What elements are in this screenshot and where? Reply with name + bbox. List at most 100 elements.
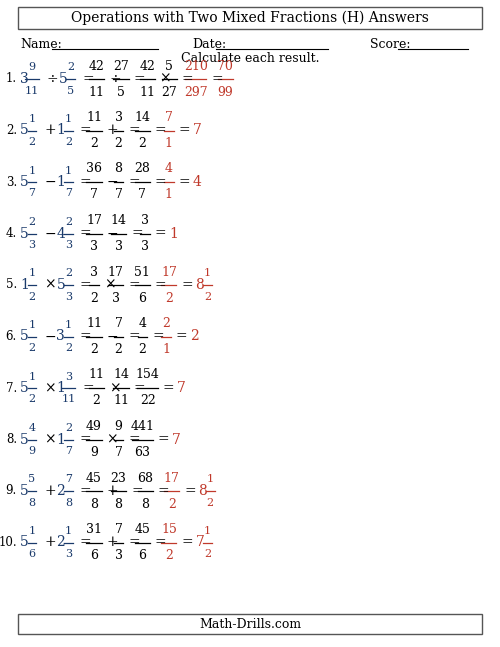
Text: 3: 3 xyxy=(28,240,35,250)
Text: 1: 1 xyxy=(28,320,35,330)
Text: 9: 9 xyxy=(90,446,98,459)
Text: 3: 3 xyxy=(114,240,122,253)
Text: 1: 1 xyxy=(204,526,211,536)
Text: 51: 51 xyxy=(134,265,150,278)
Text: =: = xyxy=(131,226,142,241)
Text: 3: 3 xyxy=(114,549,122,562)
Text: =: = xyxy=(182,278,193,292)
Text: 3: 3 xyxy=(65,549,72,559)
Text: 3: 3 xyxy=(20,72,29,86)
Text: =: = xyxy=(80,329,92,344)
Text: 4: 4 xyxy=(56,226,66,241)
Text: 2: 2 xyxy=(65,137,72,147)
Text: 7: 7 xyxy=(138,188,146,201)
Text: 2: 2 xyxy=(114,343,122,356)
Text: 6: 6 xyxy=(138,549,146,562)
Text: −: − xyxy=(44,226,56,241)
Text: +: + xyxy=(106,124,118,138)
Text: 6.: 6. xyxy=(6,330,17,343)
Text: 7: 7 xyxy=(65,446,72,456)
Text: =: = xyxy=(178,124,190,138)
Text: 2: 2 xyxy=(204,549,211,559)
Text: 3: 3 xyxy=(112,292,120,305)
Text: 4.: 4. xyxy=(6,227,17,240)
Text: 1: 1 xyxy=(162,343,170,356)
Text: 17: 17 xyxy=(164,472,180,485)
Text: 7: 7 xyxy=(114,188,122,201)
Text: 31: 31 xyxy=(86,523,102,536)
Text: 1: 1 xyxy=(20,278,29,292)
Text: 2: 2 xyxy=(28,343,35,353)
Text: 2: 2 xyxy=(165,292,173,305)
Text: 2: 2 xyxy=(90,292,98,305)
Text: −: − xyxy=(44,329,56,344)
Text: +: + xyxy=(106,484,118,498)
Text: 3: 3 xyxy=(141,214,149,227)
Text: 8: 8 xyxy=(65,498,72,507)
Text: +: + xyxy=(44,484,56,498)
Text: 11: 11 xyxy=(113,395,129,408)
Text: 4: 4 xyxy=(192,175,202,189)
Text: 5: 5 xyxy=(117,85,125,98)
Text: =: = xyxy=(152,329,164,344)
Text: =: = xyxy=(82,381,94,395)
Text: 3: 3 xyxy=(141,240,149,253)
Text: 4: 4 xyxy=(165,162,173,175)
Text: −: − xyxy=(44,175,56,189)
Text: 8: 8 xyxy=(114,498,122,510)
Text: 1: 1 xyxy=(56,381,66,395)
Text: ×: × xyxy=(106,432,118,446)
Text: =: = xyxy=(182,536,193,549)
Text: 1: 1 xyxy=(169,226,178,241)
Text: 23: 23 xyxy=(110,472,126,485)
Text: 63: 63 xyxy=(134,446,150,459)
Text: ×: × xyxy=(109,381,120,395)
Text: =: = xyxy=(155,175,166,189)
Text: 1: 1 xyxy=(28,114,35,124)
Text: 1: 1 xyxy=(56,432,66,446)
Text: 1: 1 xyxy=(56,124,66,138)
Text: 14: 14 xyxy=(110,214,126,227)
Text: 3: 3 xyxy=(65,292,72,302)
Text: 7: 7 xyxy=(114,446,122,459)
Text: 2: 2 xyxy=(168,498,175,510)
Text: 6: 6 xyxy=(28,549,35,559)
Text: =: = xyxy=(155,536,166,549)
Text: 3: 3 xyxy=(114,111,122,124)
Text: =: = xyxy=(80,124,92,138)
Text: 5: 5 xyxy=(20,226,29,241)
Text: ÷: ÷ xyxy=(109,72,120,86)
Text: 11: 11 xyxy=(86,111,102,124)
Text: 2: 2 xyxy=(92,395,100,408)
Text: 7: 7 xyxy=(90,188,98,201)
Text: =: = xyxy=(80,278,92,292)
Text: 3.: 3. xyxy=(6,175,17,188)
Text: =: = xyxy=(82,72,94,86)
Text: 5: 5 xyxy=(68,85,74,96)
Text: 3: 3 xyxy=(90,240,98,253)
Text: 5: 5 xyxy=(20,432,29,446)
Text: 1: 1 xyxy=(165,188,173,201)
Text: Score:: Score: xyxy=(370,38,410,50)
Text: 2: 2 xyxy=(28,395,35,404)
Text: =: = xyxy=(178,175,190,189)
FancyBboxPatch shape xyxy=(18,7,482,29)
Text: 2: 2 xyxy=(206,498,214,507)
Text: 1: 1 xyxy=(65,526,72,536)
Text: 8: 8 xyxy=(196,278,204,292)
Text: 1: 1 xyxy=(165,137,173,150)
Text: 7: 7 xyxy=(196,536,204,549)
Text: +: + xyxy=(44,536,56,549)
Text: 22: 22 xyxy=(140,395,156,408)
Text: 9: 9 xyxy=(114,420,122,433)
Text: 5: 5 xyxy=(20,484,29,498)
Text: 7: 7 xyxy=(65,188,72,199)
Text: 4: 4 xyxy=(28,423,35,433)
Text: 27: 27 xyxy=(113,60,129,72)
Text: 1: 1 xyxy=(28,371,35,382)
Text: 5: 5 xyxy=(165,60,173,72)
Text: ×: × xyxy=(44,381,56,395)
Text: 2: 2 xyxy=(65,423,72,433)
Text: =: = xyxy=(134,381,145,395)
Text: 7: 7 xyxy=(28,188,35,199)
